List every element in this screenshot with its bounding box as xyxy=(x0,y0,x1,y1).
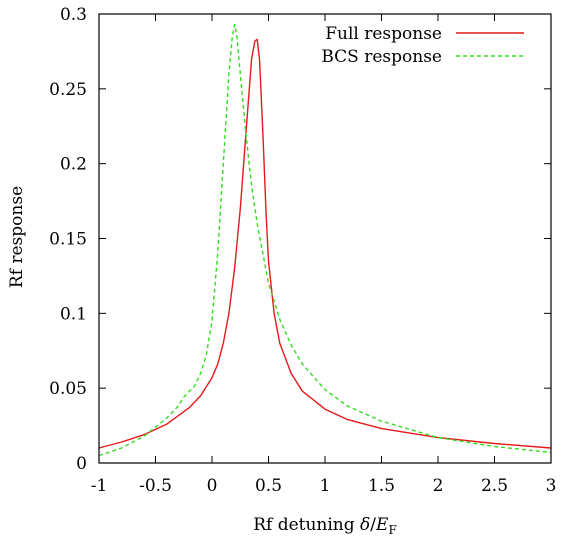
legend-label-bcs: BCS response xyxy=(321,47,442,67)
y-tick-label: 0.25 xyxy=(49,80,87,100)
y-tick-label: 0.15 xyxy=(49,230,87,250)
series-layer xyxy=(98,23,552,457)
x-tick-label: 3 xyxy=(546,476,557,496)
x-axis-label-text: Rf detuning xyxy=(253,515,360,535)
legend: Full response BCS response xyxy=(321,24,524,67)
x-tick-label: 0 xyxy=(207,476,218,496)
y-tick-label: 0.2 xyxy=(60,155,87,175)
x-axis-label: Rf detuning δ/EF xyxy=(253,515,397,537)
x-tick-label: 1 xyxy=(320,476,331,496)
x-tick-label: 2.5 xyxy=(481,476,508,496)
x-tick-label: -1 xyxy=(91,476,108,496)
y-tick-label: 0.05 xyxy=(49,379,87,399)
tick-layer: -1 -0.5 0 0.5 1 1.5 2 2.5 3 0 0.05 0.1 0.15 0.2 0.25 0.… xyxy=(49,5,556,496)
y-axis-label: Rf response xyxy=(7,186,27,288)
x-axis-label-slash: / xyxy=(370,515,376,535)
x-tick-label: 0.5 xyxy=(255,476,282,496)
series-line-full-response xyxy=(98,38,552,449)
plot-frame xyxy=(98,13,552,464)
x-axis-label-energy: E xyxy=(375,515,389,535)
y-tick-label: 0.3 xyxy=(60,5,87,25)
series-line-bcs-response xyxy=(98,23,552,457)
x-axis-label-delta: δ xyxy=(360,515,370,535)
x-tick-label: -0.5 xyxy=(139,476,172,496)
x-tick-label: 1.5 xyxy=(368,476,395,496)
y-tick-label: 0 xyxy=(76,454,87,474)
x-tick-label: 2 xyxy=(433,476,444,496)
y-tick-label: 0.1 xyxy=(60,304,87,324)
legend-label-full: Full response xyxy=(325,24,442,44)
x-axis-label-subscript: F xyxy=(388,523,396,537)
